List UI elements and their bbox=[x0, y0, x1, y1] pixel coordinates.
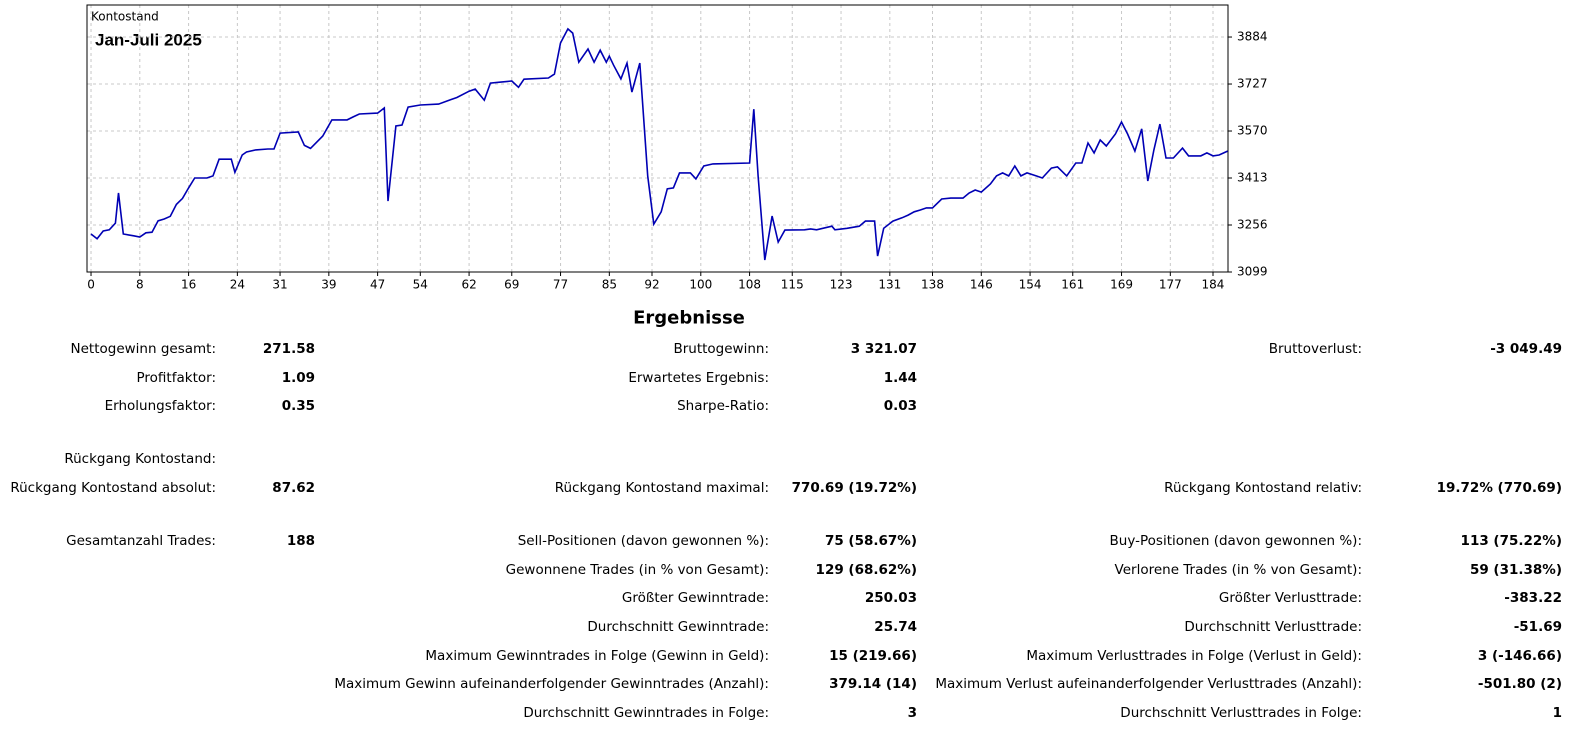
stat-value: -383.22 bbox=[1504, 590, 1562, 606]
x-tick-label: 77 bbox=[553, 278, 568, 292]
chart-title: Jan-Juli 2025 bbox=[95, 30, 202, 49]
stat-value: 75 (58.67%) bbox=[824, 533, 917, 549]
y-tick-label: 3727 bbox=[1237, 77, 1268, 91]
x-tick-label: 85 bbox=[602, 278, 617, 292]
y-tick-label: 3884 bbox=[1237, 30, 1268, 44]
x-tick-label: 169 bbox=[1110, 278, 1133, 292]
stat-value: 0.03 bbox=[883, 398, 917, 414]
stat-label: Nettogewinn gesamt: bbox=[70, 341, 217, 357]
x-tick-label: 62 bbox=[461, 278, 476, 292]
x-tick-label: 184 bbox=[1202, 278, 1225, 292]
stat-label: Maximum Verlust aufeinanderfolgender Ver… bbox=[935, 676, 1362, 692]
stat-value: 87.62 bbox=[272, 480, 315, 496]
x-tick-label: 115 bbox=[781, 278, 804, 292]
stat-value: 379.14 (14) bbox=[829, 676, 917, 692]
stat-label: Buy-Positionen (davon gewonnen %): bbox=[1109, 533, 1362, 549]
stat-label: Erholungsfaktor: bbox=[104, 398, 216, 414]
stat-value: 188 bbox=[286, 533, 315, 549]
chart: Kontostand Jan-Juli 2025 3099 3256 3413 357… bbox=[86, 4, 1268, 292]
stat-label: Maximum Verlusttrades in Folge (Verlust … bbox=[1026, 648, 1362, 664]
legend-label: Kontostand bbox=[91, 10, 159, 24]
stat-value: 0.35 bbox=[281, 398, 315, 414]
results-title: Ergebnisse bbox=[633, 307, 745, 329]
x-tick-label: 16 bbox=[181, 278, 196, 292]
x-tick-label: 24 bbox=[230, 278, 245, 292]
stat-label: Rückgang Kontostand absolut: bbox=[10, 480, 216, 496]
stat-value: 271.58 bbox=[262, 341, 315, 357]
stat-value: 19.72% (770.69) bbox=[1436, 480, 1562, 496]
stat-value: -501.80 (2) bbox=[1477, 676, 1562, 692]
stat-label: Verlorene Trades (in % von Gesamt): bbox=[1114, 562, 1362, 578]
stat-label: Durchschnitt Gewinntrade: bbox=[587, 619, 769, 635]
stat-value: 3 321.07 bbox=[850, 341, 917, 357]
stat-label: Größter Gewinntrade: bbox=[621, 590, 769, 606]
stat-label: Rückgang Kontostand: bbox=[64, 451, 216, 467]
stat-label: Größter Verlusttrade: bbox=[1218, 590, 1362, 606]
stat-label: Sharpe-Ratio: bbox=[677, 398, 769, 414]
x-tick-label: 154 bbox=[1019, 278, 1042, 292]
x-tick-label: 31 bbox=[272, 278, 287, 292]
y-tick-label: 3099 bbox=[1237, 265, 1268, 279]
x-tick-label: 69 bbox=[504, 278, 519, 292]
stat-label: Erwartetes Ergebnis: bbox=[628, 370, 769, 386]
stat-label: Bruttogewinn: bbox=[673, 341, 769, 357]
stat-value: -3 049.49 bbox=[1490, 341, 1562, 357]
stat-value: 59 (31.38%) bbox=[1469, 562, 1562, 578]
stat-value: -51.69 bbox=[1513, 619, 1562, 635]
stat-label: Maximum Gewinntrades in Folge (Gewinn in… bbox=[425, 648, 769, 664]
x-tick-label: 8 bbox=[136, 278, 144, 292]
stat-label: Rückgang Kontostand relativ: bbox=[1164, 480, 1362, 496]
x-tick-label: 108 bbox=[738, 278, 761, 292]
x-tick-label: 39 bbox=[321, 278, 336, 292]
stat-value: 1 bbox=[1552, 705, 1562, 721]
stat-label: Durchschnitt Verlusttrades in Folge: bbox=[1120, 705, 1362, 721]
x-tick-label: 177 bbox=[1159, 278, 1182, 292]
stat-value: 3 (-146.66) bbox=[1477, 648, 1562, 664]
x-tick-label: 161 bbox=[1061, 278, 1084, 292]
x-tick-label: 146 bbox=[970, 278, 993, 292]
y-tick-label: 3413 bbox=[1237, 171, 1268, 185]
x-tick-label: 47 bbox=[370, 278, 385, 292]
stat-label: Bruttoverlust: bbox=[1268, 341, 1362, 357]
stat-value: 3 bbox=[907, 705, 917, 721]
stat-label: Gesamtanzahl Trades: bbox=[66, 533, 216, 549]
stat-value: 1.44 bbox=[883, 370, 917, 386]
stat-value: 129 (68.62%) bbox=[815, 562, 917, 578]
x-tick-label: 0 bbox=[87, 278, 95, 292]
plot-frame bbox=[86, 4, 1229, 273]
stat-label: Profitfaktor: bbox=[136, 370, 216, 386]
x-tick-label: 131 bbox=[878, 278, 901, 292]
stat-label: Sell-Positionen (davon gewonnen %): bbox=[517, 533, 769, 549]
stat-label: Durchschnitt Gewinntrades in Folge: bbox=[523, 705, 769, 721]
stat-value: 113 (75.22%) bbox=[1460, 533, 1562, 549]
stat-label: Rückgang Kontostand maximal: bbox=[554, 480, 769, 496]
x-tick-label: 100 bbox=[689, 278, 712, 292]
stat-label: Gewonnene Trades (in % von Gesamt): bbox=[505, 562, 769, 578]
stat-label: Maximum Gewinn aufeinanderfolgender Gewi… bbox=[334, 676, 769, 692]
x-tick-label: 123 bbox=[830, 278, 853, 292]
stat-value: 1.09 bbox=[281, 370, 315, 386]
stat-value: 25.74 bbox=[874, 619, 917, 635]
stat-value: 15 (219.66) bbox=[829, 648, 917, 664]
stat-value: 770.69 (19.72%) bbox=[791, 480, 917, 496]
x-tick-label: 138 bbox=[921, 278, 944, 292]
y-tick-label: 3256 bbox=[1237, 218, 1268, 232]
stat-value: 250.03 bbox=[864, 590, 917, 606]
x-tick-label: 92 bbox=[644, 278, 659, 292]
stat-label: Durchschnitt Verlusttrade: bbox=[1184, 619, 1362, 635]
x-tick-label: 54 bbox=[413, 278, 428, 292]
balance-line bbox=[90, 27, 1228, 261]
y-tick-label: 3570 bbox=[1237, 124, 1268, 138]
